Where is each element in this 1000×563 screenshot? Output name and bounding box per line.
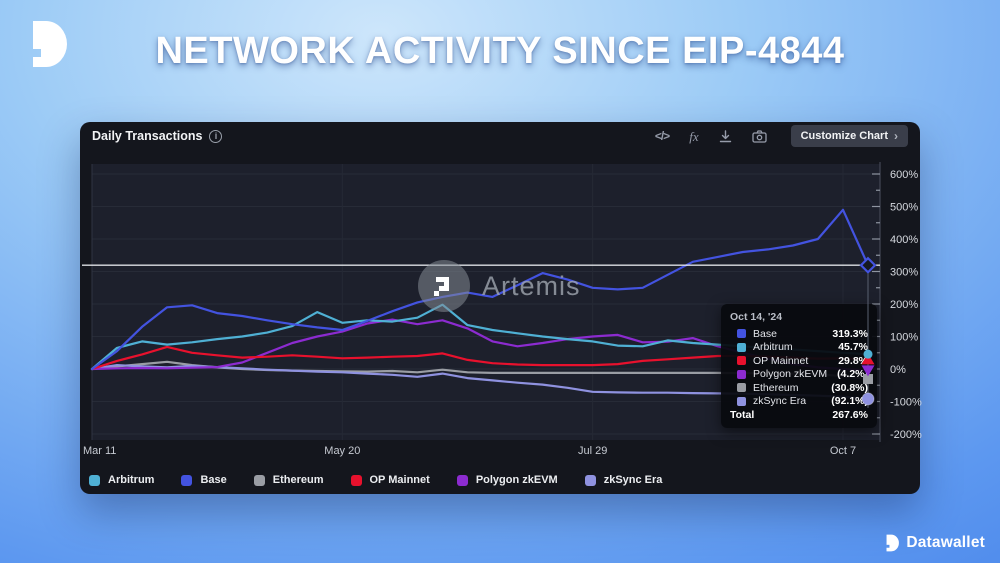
tooltip-value: 319.3% — [832, 327, 868, 340]
legend-item-zksync-era[interactable]: zkSync Era — [584, 474, 663, 486]
tooltip-value: (92.1%) — [831, 395, 868, 408]
tooltip-label: Ethereum — [753, 381, 799, 394]
tooltip-date: Oct 14, '24 — [730, 311, 783, 323]
y-axis-label: 200% — [890, 299, 918, 311]
tooltip-label: Polygon zkEVM — [753, 368, 828, 381]
series-swatch — [737, 396, 746, 406]
chart-legend: Arbitrum Base Ethereum OP Mainnet Polygo… — [89, 474, 662, 486]
y-axis-label: 0% — [890, 364, 906, 376]
panel-header: Daily Transactions i </> fx Customize Ch… — [80, 122, 920, 150]
tooltip-label: Arbitrum — [753, 341, 793, 354]
x-axis-label: May 20 — [324, 445, 360, 457]
customize-chart-label: Customize Chart — [800, 130, 888, 142]
x-axis-label: Oct 7 — [830, 445, 856, 457]
legend-label: Base — [200, 474, 227, 486]
tooltip-total-value: 267.6% — [832, 409, 868, 421]
datawallet-logo-icon — [33, 21, 67, 67]
legend-label: OP Mainnet — [369, 474, 430, 486]
legend-label: Polygon zkEVM — [475, 474, 558, 486]
x-axis-label: Jul 29 — [578, 445, 607, 457]
series-swatch — [456, 474, 468, 486]
series-swatch — [584, 474, 596, 486]
series-swatch — [350, 474, 362, 486]
series-swatch — [253, 474, 265, 486]
series-swatch — [737, 356, 746, 366]
tooltip-value: 45.7% — [838, 341, 868, 354]
series-swatch — [737, 369, 746, 379]
tooltip-value: 29.8% — [838, 354, 868, 367]
series-swatch — [737, 342, 746, 352]
line-base — [90, 208, 870, 371]
tooltip-row: zkSync Era (92.1%) — [730, 395, 868, 409]
legend-item-base[interactable]: Base — [181, 474, 227, 486]
tooltip-row: Arbitrum 45.7% — [730, 341, 868, 355]
info-icon[interactable]: i — [209, 129, 223, 143]
y-axis-label: -200% — [890, 429, 922, 441]
y-axis-label: 500% — [890, 202, 918, 214]
tooltip-row: Ethereum (30.8%) — [730, 381, 868, 395]
tooltip-value: (30.8%) — [831, 381, 868, 394]
download-icon[interactable] — [719, 129, 732, 143]
series-swatch — [737, 329, 746, 339]
tooltip-row: Polygon zkEVM (4.2%) — [730, 368, 868, 382]
y-axis-label: 600% — [890, 169, 918, 181]
legend-label: Arbitrum — [108, 474, 155, 486]
tooltip-row: OP Mainnet 29.8% — [730, 354, 868, 368]
camera-icon[interactable] — [751, 129, 767, 143]
customize-chart-button[interactable]: Customize Chart › — [790, 125, 908, 147]
y-axis-label: 300% — [890, 267, 918, 279]
y-axis-label: 400% — [890, 234, 918, 246]
series-swatch — [737, 383, 746, 393]
datawallet-footer-logo-icon — [886, 534, 900, 552]
panel-title: Daily Transactions — [92, 129, 203, 143]
tooltip-total-row: Total 267.6% — [730, 408, 868, 422]
series-swatch — [181, 474, 193, 486]
legend-item-polygon-zkevm[interactable]: Polygon zkEVM — [456, 474, 558, 486]
tooltip-total-label: Total — [730, 409, 755, 421]
legend-label: zkSync Era — [603, 474, 663, 486]
y-axis: 600% 500% 400% 300% 200% 100% 0% -100% -200% — [872, 162, 922, 442]
y-axis-label: 100% — [890, 332, 918, 344]
x-axis-label: Mar 11 — [83, 445, 116, 457]
x-axis: Mar 11 May 20 Jul 29 Oct 7 — [83, 445, 856, 457]
code-icon[interactable]: </> — [654, 129, 670, 143]
legend-item-ethereum[interactable]: Ethereum — [253, 474, 324, 486]
legend-item-arbitrum[interactable]: Arbitrum — [89, 474, 154, 486]
tooltip-label: Base — [753, 327, 777, 340]
datawallet-footer-brand: Datawallet — [884, 534, 985, 552]
chart-panel: Daily Transactions i </> fx Customize Ch… — [80, 122, 922, 494]
datawallet-footer-text: Datawallet — [906, 534, 985, 551]
tooltip-value: (4.2%) — [837, 368, 868, 381]
legend-label: Ethereum — [272, 474, 324, 486]
tooltip-label: zkSync Era — [753, 395, 807, 408]
legend-item-op-mainnet[interactable]: OP Mainnet — [350, 474, 430, 486]
y-axis-label: -100% — [890, 397, 922, 409]
tooltip-label: OP Mainnet — [753, 354, 809, 367]
chevron-right-icon: › — [894, 129, 898, 143]
page-title: NETWORK ACTIVITY SINCE EIP-4844 — [155, 30, 845, 72]
tooltip-row: Base 319.3% — [730, 327, 868, 341]
series-swatch — [89, 474, 100, 486]
function-icon[interactable]: fx — [689, 128, 699, 144]
chart-tooltip: Oct 14, '24 Base 319.3% Arbitrum 45.7% O… — [721, 304, 877, 428]
